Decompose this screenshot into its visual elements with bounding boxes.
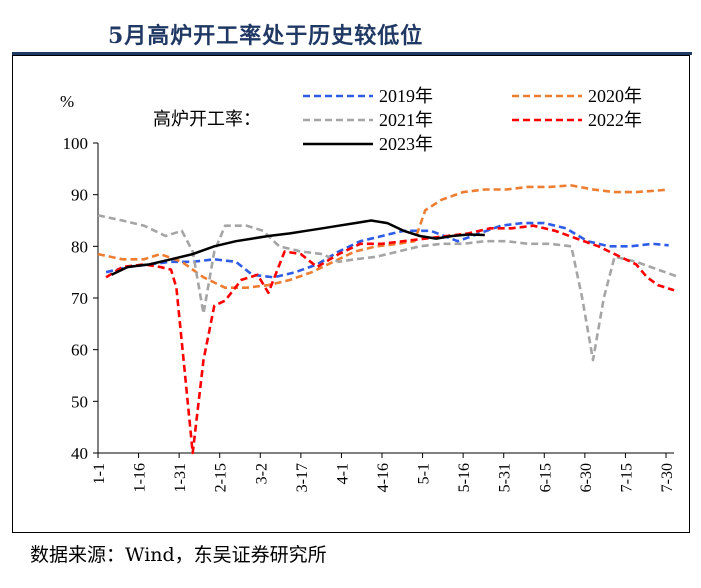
legend-title: 高炉开工率： bbox=[153, 109, 261, 129]
x-tick-label: 2-15 bbox=[213, 463, 230, 492]
legend: 高炉开工率： 2019年 2020年 2021年 2022年 2023年 bbox=[153, 86, 642, 154]
series-line-2021年 bbox=[97, 214, 680, 362]
x-tick-label: 4-1 bbox=[334, 463, 351, 484]
x-tick-label: 6-30 bbox=[578, 463, 595, 492]
legend-label: 2022年 bbox=[588, 110, 642, 130]
x-tick-label: 1-1 bbox=[91, 463, 108, 484]
legend-label: 2023年 bbox=[379, 134, 433, 154]
y-tick-label: 80 bbox=[71, 237, 88, 256]
title-bar: 5月高炉开工率处于历史较低位 bbox=[12, 8, 692, 55]
x-tick-label: 3-17 bbox=[294, 463, 311, 492]
x-tick-label: 7-30 bbox=[659, 463, 676, 492]
x-tick-label: 1-16 bbox=[132, 463, 149, 492]
x-tick-label: 5-16 bbox=[456, 463, 473, 492]
x-tick-label: 4-16 bbox=[375, 463, 392, 492]
x-tick-label: 7-15 bbox=[618, 463, 635, 492]
chart-title: 5月高炉开工率处于历史较低位 bbox=[108, 23, 424, 49]
x-tick-label: 1-31 bbox=[172, 463, 189, 492]
y-tick-label: 100 bbox=[63, 134, 89, 153]
series-line-2019年 bbox=[105, 221, 669, 279]
legend-label: 2020年 bbox=[588, 86, 642, 106]
series-line-2023年 bbox=[110, 219, 485, 276]
x-tick-label: 5-31 bbox=[497, 463, 514, 492]
y-tick-label: 50 bbox=[71, 392, 88, 411]
chart-frame bbox=[12, 55, 690, 533]
axes: % 40 50 60 70 80 90 100 1-1 1-16 1-31 2-15 3-2 3-17 4-… bbox=[60, 92, 676, 492]
source-note: 数据来源：Wind，东吴证券研究所 bbox=[30, 544, 327, 566]
y-tick-label: 40 bbox=[71, 444, 88, 463]
legend-label: 2019年 bbox=[379, 86, 433, 106]
legend-label: 2021年 bbox=[379, 110, 433, 130]
y-axis-label: % bbox=[60, 92, 74, 111]
x-tick-label: 5-1 bbox=[416, 463, 433, 484]
y-tick-label: 60 bbox=[71, 341, 88, 360]
y-tick-label: 70 bbox=[71, 289, 88, 308]
series-layer bbox=[97, 184, 680, 455]
x-tick-label: 6-15 bbox=[537, 463, 554, 492]
series-line-2022年 bbox=[105, 224, 675, 455]
x-tick-label: 3-2 bbox=[253, 463, 270, 484]
y-tick-label: 90 bbox=[71, 186, 88, 205]
